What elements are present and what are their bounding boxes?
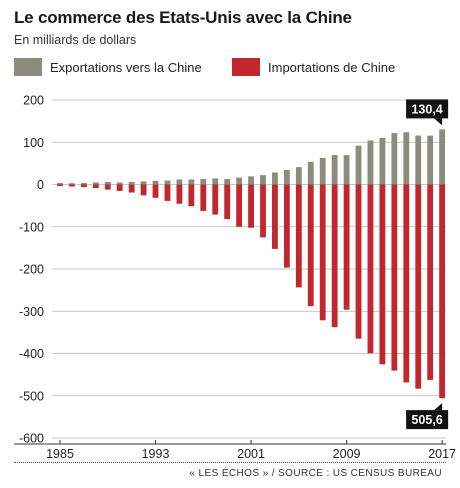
export-bar — [236, 177, 243, 185]
y-tick-label: -600 — [19, 432, 44, 446]
import-bar — [272, 184, 278, 249]
export-bar — [283, 169, 290, 185]
x-tick-label: 1985 — [46, 447, 74, 461]
footer-divider — [14, 462, 446, 463]
x-tick-label: 2009 — [333, 447, 361, 461]
import-bar — [307, 184, 314, 307]
y-tick-label: -400 — [19, 347, 44, 361]
legend-swatch-exports — [14, 58, 42, 76]
legend-swatch-imports — [232, 58, 260, 76]
callout-label: 130,4 — [411, 102, 442, 116]
import-bar — [260, 184, 266, 238]
export-bar — [92, 182, 99, 185]
import-bar — [427, 184, 434, 380]
x-tick-label: 2017 — [428, 447, 456, 461]
y-tick-label: -100 — [19, 220, 44, 234]
export-bar — [200, 179, 207, 185]
export-bar — [80, 183, 87, 185]
callout-pointer — [434, 403, 443, 411]
y-tick-label: 200 — [23, 94, 44, 108]
import-bar — [331, 184, 338, 328]
y-tick-label: -200 — [19, 263, 44, 277]
import-bar — [104, 184, 111, 190]
import-bar — [69, 184, 75, 187]
import-bar — [164, 184, 171, 201]
legend-label-exports: Exportations vers la Chine — [50, 59, 202, 75]
callout-label: 505,6 — [411, 413, 442, 427]
import-bar — [128, 184, 135, 193]
import-bar — [283, 184, 290, 268]
export-bar — [343, 155, 350, 185]
export-bar — [176, 179, 183, 185]
export-bar — [260, 175, 266, 185]
legend-item-exports: Exportations vers la Chine — [14, 58, 202, 76]
export-bar — [391, 133, 398, 185]
import-bar — [92, 184, 99, 189]
export-bar — [164, 180, 171, 185]
export-bar — [116, 182, 123, 185]
import-bar — [140, 184, 147, 196]
chart-legend: Exportations vers la Chine Importations … — [14, 58, 460, 80]
export-bar — [104, 182, 111, 185]
callout-pointer — [434, 118, 443, 126]
export-bar — [57, 182, 63, 185]
export-bar — [152, 180, 159, 185]
import-bar — [355, 184, 362, 339]
export-bar — [427, 135, 434, 185]
import-bar — [224, 184, 231, 220]
export-bar — [439, 129, 446, 185]
import-bar — [188, 184, 195, 207]
x-tick-label: 2001 — [237, 447, 265, 461]
export-bar — [272, 172, 278, 185]
import-bar — [176, 184, 183, 204]
export-bar — [224, 178, 231, 185]
import-bar — [57, 184, 63, 187]
import-bar — [403, 184, 410, 383]
import-bar — [343, 184, 350, 310]
import-bar — [212, 184, 219, 215]
import-bar — [295, 184, 302, 288]
y-tick-label: -500 — [19, 389, 44, 403]
export-bar — [379, 137, 386, 185]
callout-box — [406, 410, 449, 430]
export-bar — [415, 135, 422, 185]
import-bar — [248, 184, 254, 228]
import-bar — [152, 184, 159, 198]
export-bar — [188, 179, 195, 185]
import-bar — [391, 184, 398, 371]
export-bar — [69, 183, 75, 185]
import-bar — [319, 184, 326, 321]
export-bar — [128, 181, 135, 185]
chart-title: Le commerce des Etats-Unis avec la Chine — [14, 8, 352, 27]
export-bar — [248, 176, 254, 185]
chart-subtitle: En milliards de dollars — [14, 33, 137, 47]
import-bar — [367, 184, 374, 354]
export-bar — [367, 140, 374, 185]
source-note: « LES ÉCHOS » / SOURCE : US CENSUS BUREA… — [189, 468, 442, 479]
export-bar — [295, 167, 302, 185]
export-bar — [140, 181, 147, 185]
y-tick-label: 0 — [37, 178, 44, 192]
import-bar — [379, 184, 386, 365]
import-bar — [415, 184, 422, 389]
import-bar — [200, 184, 207, 211]
legend-label-imports: Importations de Chine — [268, 59, 396, 75]
y-tick-label: 100 — [23, 136, 44, 150]
import-bar — [116, 184, 123, 191]
x-tick-label: 1993 — [142, 447, 170, 461]
export-bar — [212, 178, 219, 185]
export-bar — [319, 157, 326, 185]
legend-item-imports: Importations de Chine — [232, 58, 395, 76]
export-bar — [331, 155, 338, 185]
callout-box — [406, 99, 449, 119]
import-bar — [80, 184, 87, 188]
import-bar — [439, 184, 446, 399]
export-bar — [403, 132, 410, 185]
export-bar — [355, 145, 362, 185]
export-bar — [307, 161, 314, 185]
y-tick-label: -300 — [19, 305, 44, 319]
import-bar — [236, 184, 243, 227]
